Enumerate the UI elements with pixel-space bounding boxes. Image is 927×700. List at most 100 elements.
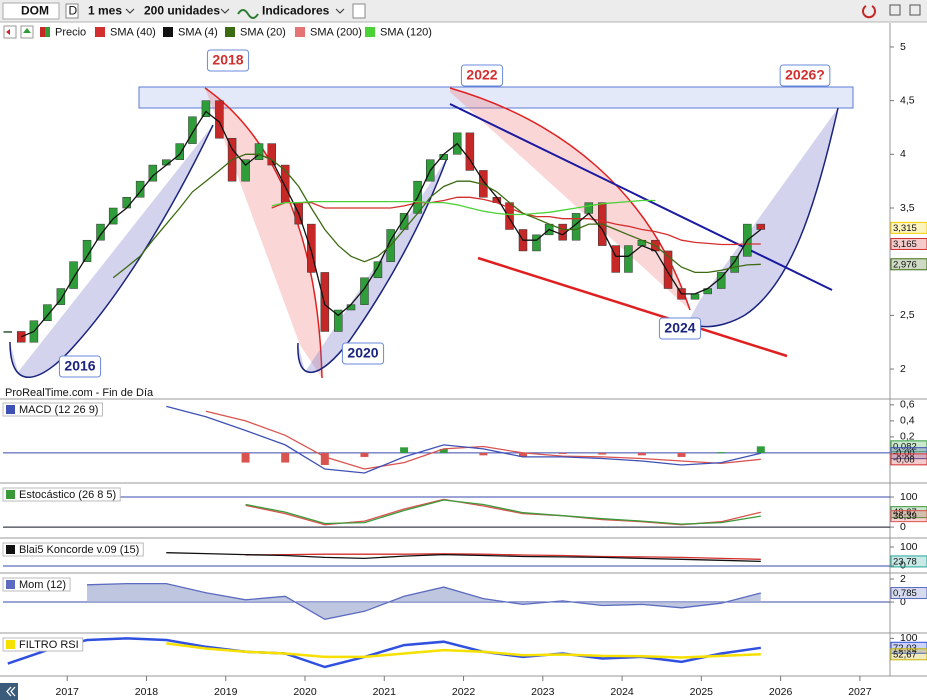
candle <box>69 261 78 289</box>
candle <box>611 245 620 273</box>
y-tick-label: 2 <box>900 363 906 375</box>
scroll-icon <box>6 686 16 697</box>
y-tick-label: 5 <box>900 41 906 53</box>
panel: 5 4,5 4 3,5 2,5 2 3,315 3,165 2,976 2018 2022 2026?… <box>3 41 927 378</box>
panel-title-box <box>2 637 84 652</box>
candle <box>360 277 369 305</box>
histogram-bar <box>479 452 488 456</box>
series-line <box>86 582 761 620</box>
toolbar-bg <box>0 0 927 22</box>
tool-button[interactable] <box>352 3 366 19</box>
price-tag <box>890 221 927 234</box>
cycle-fill <box>690 108 838 327</box>
candle <box>175 143 185 160</box>
candle <box>307 223 316 273</box>
scroll-button[interactable] <box>0 683 18 700</box>
y-tick-label: 0 <box>900 521 906 533</box>
units[interactable]: 200 unidades <box>144 4 220 18</box>
series-line <box>271 196 761 246</box>
y-tick-label: 100 <box>900 541 918 553</box>
legend-swatch <box>365 27 375 37</box>
histogram-bar <box>756 446 765 453</box>
panel-title: Estocástico (26 8 5) <box>19 489 116 501</box>
histogram-bar <box>598 452 607 455</box>
x-tick-label: 2022 <box>452 686 476 698</box>
panel-title-box <box>2 577 71 592</box>
x-tick-label: 2020 <box>293 686 317 698</box>
dropdown-arrow[interactable] <box>220 8 230 14</box>
y-tick-label: 0,2 <box>900 431 915 443</box>
refresh-icon[interactable] <box>862 5 876 19</box>
candle <box>201 100 211 118</box>
x-tick-label: 2023 <box>531 686 555 698</box>
series-line <box>245 499 761 525</box>
legend-swatch <box>45 27 50 37</box>
panel-title-box <box>2 402 103 417</box>
x-tick-label: 2021 <box>373 686 397 698</box>
legend-icons <box>3 25 34 39</box>
window-button[interactable] <box>889 4 901 16</box>
period-box[interactable] <box>65 3 79 19</box>
annotation-box <box>341 342 385 365</box>
histogram-bar <box>281 452 290 463</box>
candle <box>267 143 276 166</box>
x-tick-label: 2026 <box>769 686 793 698</box>
y-tick-label: 100 <box>900 632 918 644</box>
y-tick-label: 3,5 <box>900 202 915 214</box>
period-code[interactable]: D <box>69 4 78 18</box>
candle <box>690 293 700 300</box>
dropdown-arrow[interactable] <box>335 8 345 14</box>
annotation: 2022 <box>466 67 497 83</box>
price-tag <box>890 237 927 250</box>
annotation-box <box>779 64 831 87</box>
y-tick-label: 0,6 <box>900 399 915 411</box>
price-tag <box>890 258 927 271</box>
price-tag-label: -0,08 <box>893 454 915 465</box>
y-tick-label: 4,5 <box>900 94 915 106</box>
window-button[interactable] <box>909 4 921 16</box>
symbol[interactable]: DOM <box>21 4 49 18</box>
indicators[interactable]: Indicadores <box>262 4 330 18</box>
candle <box>624 245 633 273</box>
candle <box>584 202 594 214</box>
price-tag-label: 3,165 <box>893 239 917 250</box>
dropdown-arrow[interactable] <box>125 8 135 14</box>
legend-label: SMA (200) <box>310 26 362 38</box>
price-tag-label: 36,39 <box>893 511 917 522</box>
candle <box>188 116 197 144</box>
candle <box>756 223 766 230</box>
histogram-bar <box>558 452 567 454</box>
interval[interactable]: 1 mes <box>88 4 122 18</box>
candle <box>373 261 383 279</box>
x-tick-label: 2025 <box>690 686 714 698</box>
histogram-bar <box>717 452 726 454</box>
price-tag <box>890 453 927 466</box>
legend-label: SMA (4) <box>178 26 218 38</box>
x-tick-label: 2027 <box>848 686 872 698</box>
series-line <box>20 110 762 338</box>
y-tick-label: 0 <box>900 596 906 608</box>
series-line <box>271 199 656 216</box>
price-tag <box>890 587 927 600</box>
series-line <box>166 642 761 659</box>
price-tag-label: 0,785 <box>893 588 917 599</box>
area-fill <box>87 583 761 620</box>
annotation-box <box>460 64 504 87</box>
x-tick-label: 2018 <box>135 686 159 698</box>
annotation-box <box>58 355 102 378</box>
histogram-bar <box>400 447 409 453</box>
series-line <box>205 410 761 470</box>
price-tag-label: 3,315 <box>893 223 917 234</box>
panel: 100 023,78 Blai5 Koncorde v.09 (15) <box>2 541 927 572</box>
panel-title-box <box>2 542 144 557</box>
annotation: 2024 <box>664 320 695 336</box>
histogram-bar <box>637 452 646 456</box>
candle <box>320 272 330 332</box>
legend-swatch <box>40 27 45 37</box>
panel-title-icon <box>6 545 15 554</box>
symbol-box[interactable] <box>2 2 60 20</box>
legend-arrow <box>23 28 31 33</box>
annotation-box <box>658 317 702 340</box>
indicators-icon[interactable] <box>237 9 259 19</box>
